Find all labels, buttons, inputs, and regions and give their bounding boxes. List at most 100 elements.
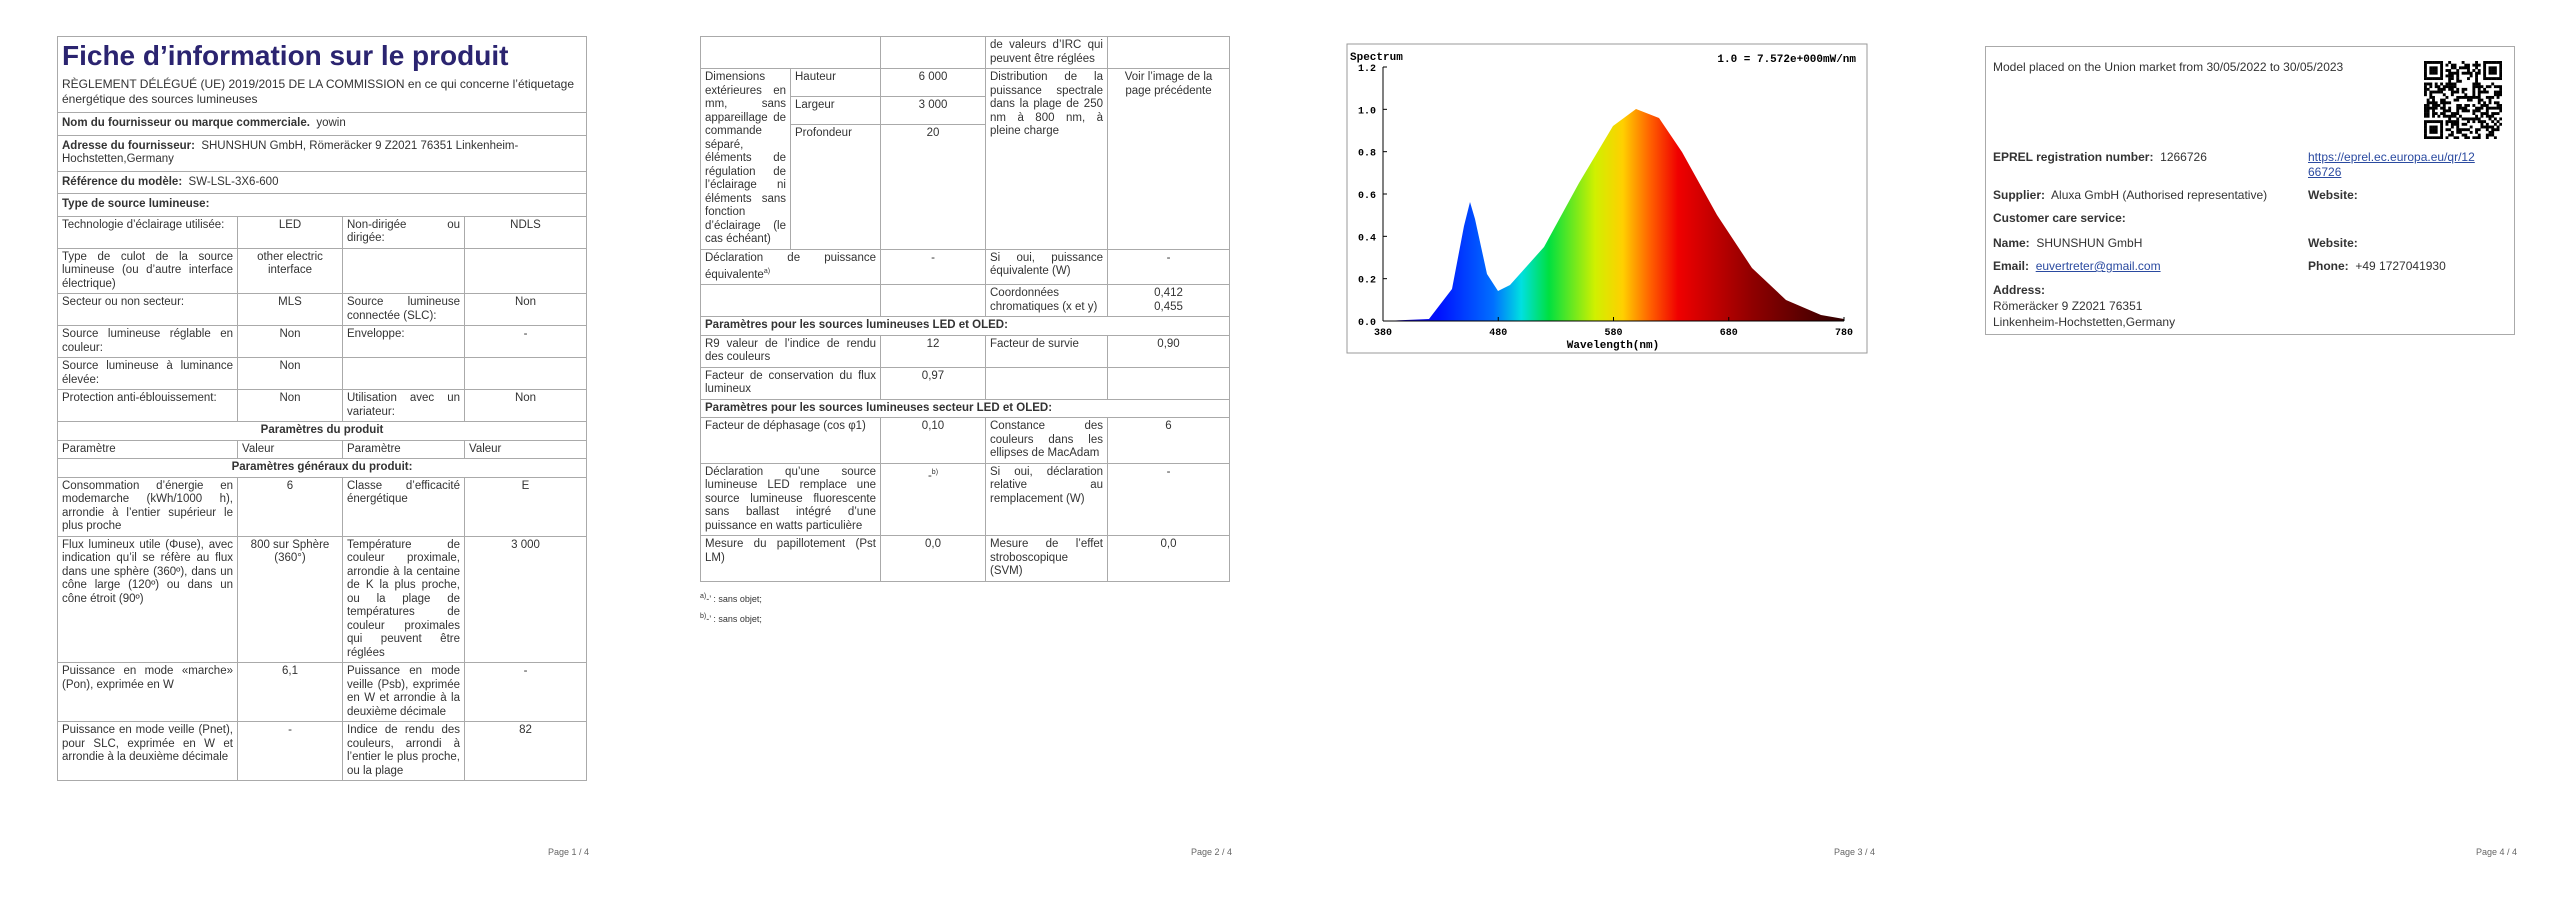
cell-text: 82 — [519, 724, 532, 736]
qr-module — [2488, 69, 2492, 72]
cell-text: Température de couleur proximale, arrond… — [347, 538, 460, 659]
qr-module — [2491, 130, 2495, 134]
cell-text: 800 sur Sphère (360°) — [250, 538, 330, 565]
qr-module — [2429, 130, 2433, 134]
qr-module — [2477, 136, 2481, 139]
qr-module — [2440, 69, 2444, 72]
parameter: Non-dirigée ou dirigée: — [342, 215, 465, 249]
cell-text: Source lumineuse réglable en couleur: — [62, 328, 233, 354]
qr-module — [2491, 82, 2495, 86]
qr-module — [2440, 130, 2444, 134]
qr-module — [2429, 66, 2433, 70]
cell-text: Secteur ou non secteur: — [62, 296, 185, 308]
qr-module — [2491, 77, 2495, 81]
qr-module — [2434, 66, 2438, 70]
value: Voir l’image de la page précédente — [1107, 68, 1230, 250]
qr-module — [2496, 125, 2500, 129]
qr-module — [2480, 98, 2484, 102]
qr-module — [2434, 82, 2438, 86]
qr-module — [2464, 87, 2468, 91]
qr-module — [2477, 106, 2481, 110]
cell-text: Consommation d’énergie en modemarche (kW… — [62, 479, 233, 533]
product-table: Fiche d’information sur le produit RÈGLEM… — [57, 36, 588, 781]
qr-module — [2432, 90, 2435, 94]
table-row: Mesure du papillotement (Pst LM) 0,0 Mesur… — [700, 535, 1230, 582]
qr-module — [2472, 104, 2476, 107]
qr-module — [2432, 120, 2435, 124]
qr-module — [2475, 136, 2478, 139]
spectrum-scale: 1.0 = 7.572e+000mW/nm — [1717, 54, 1856, 66]
qr-module — [2499, 61, 2502, 64]
qr-module — [2445, 63, 2449, 67]
qr-module — [2440, 71, 2444, 75]
cell-text: Puissance en mode veille (Psb), exprimée… — [347, 665, 460, 718]
qr-module — [2488, 114, 2492, 118]
qr-module — [2450, 114, 2454, 118]
qr-module — [2426, 114, 2430, 118]
qr-module — [2450, 74, 2454, 78]
qr-module — [2475, 61, 2478, 64]
qr-module — [2483, 61, 2487, 64]
parameter: Utilisation avec un variateur: — [342, 389, 465, 422]
qr-module — [2499, 74, 2502, 78]
qr-module — [2424, 120, 2427, 124]
qr-module — [2496, 61, 2500, 64]
qr-module — [2450, 87, 2454, 91]
qr-module — [2437, 90, 2441, 94]
label: Website: — [2308, 188, 2358, 202]
parameter: Dimensions extérieures en mm, sans appar… — [700, 68, 791, 250]
qr-module — [2432, 125, 2435, 129]
qr-module — [2456, 87, 2460, 91]
qr-module — [2442, 104, 2446, 107]
qr-module — [2440, 125, 2444, 129]
qr-module — [2453, 66, 2457, 70]
cell-text: Non — [514, 392, 537, 404]
qr-module — [2440, 61, 2444, 64]
qr-module — [2464, 109, 2468, 113]
value: Non — [463, 389, 588, 422]
qr-module — [2453, 122, 2457, 126]
qr-module — [2493, 112, 2497, 115]
cell-text: Technologie d’éclairage utilisée: — [62, 218, 225, 231]
table-row: Secteur ou non secteur: MLS Source lumineu… — [57, 293, 588, 326]
cell-text: NDLS — [510, 218, 541, 231]
qr-module — [2434, 101, 2438, 105]
link[interactable]: 66726 — [2308, 165, 2342, 179]
parameter: R9 valeur de l’indice de rendu des coule… — [700, 334, 881, 368]
qr-module — [2467, 120, 2470, 124]
link[interactable]: https://eprel.ec.europa.eu/qr/12 — [2308, 150, 2475, 164]
qr-module — [2472, 69, 2476, 72]
parameter: Secteur ou non secteur: — [57, 293, 238, 326]
qr-module — [2461, 117, 2465, 121]
qr-module — [2491, 71, 2495, 75]
qr-module — [2488, 61, 2492, 64]
qr-module — [2450, 77, 2454, 81]
qr-module — [2480, 125, 2484, 129]
value — [1107, 366, 1230, 400]
qr-module — [2477, 98, 2481, 102]
qr-module — [2450, 125, 2454, 129]
qr-module — [2467, 95, 2470, 99]
x-tick-label: 680 — [1720, 328, 1738, 339]
qr-module — [2434, 71, 2438, 75]
section-heading: Paramètres généraux du produit: — [57, 458, 588, 478]
parameter — [985, 366, 1108, 400]
qr-module — [2483, 87, 2487, 91]
info-cell: Référence du modèle: SW-LSL-3X6-600 — [57, 170, 588, 194]
qr-module — [2426, 136, 2430, 139]
qr-module — [2450, 93, 2454, 97]
email-link[interactable]: euvertreter@gmail.com — [2035, 259, 2161, 273]
eprel-link[interactable]: https://eprel.ec.europa.eu/qr/12 66726 — [2308, 150, 2475, 180]
qr-module — [2426, 61, 2430, 64]
cell-text: - — [288, 724, 292, 736]
qr-module — [2434, 130, 2438, 134]
qr-module — [2464, 104, 2468, 107]
qr-module — [2458, 128, 2462, 132]
qr-module — [2461, 95, 2465, 99]
qr-module — [2496, 112, 2500, 115]
qr-module — [2453, 85, 2457, 89]
qr-module — [2440, 87, 2444, 91]
title-cell: Fiche d’information sur le produit RÈGLEM… — [57, 36, 588, 113]
qr-module — [2432, 114, 2435, 118]
y-tick-label: 0.4 — [1358, 233, 1376, 244]
